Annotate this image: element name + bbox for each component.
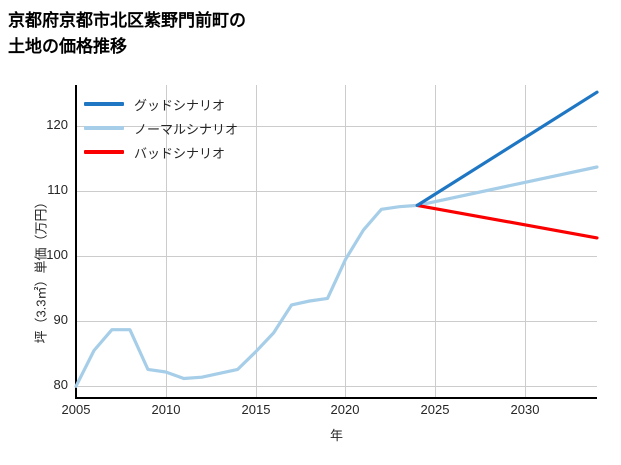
legend-color-swatch (84, 126, 124, 130)
chart-legend: グッドシナリオ ノーマルシナリオ バッドシナリオ (84, 90, 309, 164)
legend-item: グッドシナリオ (84, 92, 309, 116)
gridline-horizontal (76, 191, 597, 192)
y-tick-label: 80 (53, 377, 68, 392)
legend-color-swatch (84, 150, 124, 154)
x-axis-title: 年 (329, 428, 343, 443)
y-axis-title: 坪（3.3㎡）単価（万円） (18, 110, 49, 370)
x-tick-label: 2030 (510, 402, 540, 417)
y-tick-label: 100 (46, 247, 68, 262)
legend-item-label: ノーマルシナリオ (134, 121, 239, 137)
gridline-horizontal (76, 256, 597, 257)
x-tick-label: 2020 (330, 402, 360, 417)
y-tick-label: 110 (47, 182, 68, 197)
gridline-vertical (525, 85, 526, 398)
legend-item-label: バッドシナリオ (134, 145, 226, 161)
x-tick-label: 2015 (241, 402, 271, 417)
gridline-horizontal (76, 321, 597, 322)
chart-title: 京都府京都市北区紫野門前町の 土地の価格推移 (8, 11, 246, 56)
y-tick-label: 90 (53, 312, 68, 327)
y-tick-label: 120 (46, 117, 68, 132)
gridline-vertical (345, 85, 346, 398)
legend-item-label: グッドシナリオ (134, 97, 226, 113)
x-tick-label: 2005 (61, 402, 91, 417)
x-tick-label: 2010 (151, 402, 181, 417)
y-axis-line (75, 85, 77, 399)
gridline-vertical (435, 85, 436, 398)
x-tick-label: 2025 (420, 402, 450, 417)
legend-item: バッドシナリオ (84, 140, 309, 164)
x-axis-line (75, 397, 597, 399)
gridline-horizontal (76, 386, 597, 387)
legend-item: ノーマルシナリオ (84, 116, 309, 140)
gridline-horizontal (76, 126, 597, 127)
legend-color-swatch (84, 102, 124, 106)
y-axis-title-text: 坪（3.3㎡）単価（万円） (33, 195, 49, 344)
